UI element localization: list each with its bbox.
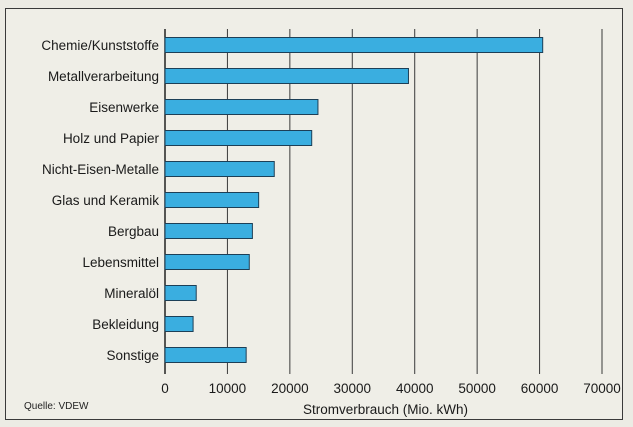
category-label: Nicht-Eisen-Metalle (42, 162, 159, 177)
x-tick-label: 10000 (209, 381, 247, 396)
category-label: Sonstige (106, 348, 159, 363)
source-note: Quelle: VDEW (24, 401, 89, 412)
x-tick-label: 20000 (271, 381, 309, 396)
category-label: Chemie/Kunststoffe (41, 38, 159, 53)
bar-glas-und-keramik (164, 192, 260, 208)
x-tick-label: 50000 (458, 381, 496, 396)
category-label: Metallverarbeitung (48, 69, 159, 84)
bar-bekleidung (164, 316, 194, 332)
bar-sonstige (164, 347, 247, 363)
x-axis-title: Stromverbrauch (Mio. kWh) (303, 402, 468, 417)
chart-figure: Chemie/Kunststoffe Metallverarbeitung Eise… (5, 8, 623, 420)
x-tick-labels: 0 10000 20000 30000 40000 50000 60000 70000 (161, 381, 621, 396)
category-label: Mineralöl (104, 286, 159, 301)
category-label: Eisenwerke (89, 100, 159, 115)
x-tick-label: 0 (161, 381, 169, 396)
bar-chart: Chemie/Kunststoffe Metallverarbeitung Eise… (41, 29, 621, 417)
bar-metallverarbeitung (164, 68, 409, 84)
category-label: Bergbau (108, 224, 159, 239)
x-tick-label: 70000 (583, 381, 621, 396)
x-tick-label: 60000 (521, 381, 559, 396)
x-tick-label: 40000 (396, 381, 434, 396)
bar-lebensmittel (164, 254, 250, 270)
category-label: Lebensmittel (82, 255, 159, 270)
bar-eisenwerke (164, 99, 319, 115)
bar-holz-und-papier (164, 130, 313, 146)
category-labels: Chemie/Kunststoffe Metallverarbeitung Eise… (41, 38, 159, 363)
bar-chemie-kunststoffe (164, 37, 544, 53)
category-label: Holz und Papier (63, 131, 160, 146)
bar-mineral-l (164, 285, 197, 301)
bar-nicht-eisen-metalle (164, 161, 275, 177)
x-tick-label: 30000 (334, 381, 372, 396)
category-label: Bekleidung (92, 317, 159, 332)
bars (164, 37, 544, 363)
bar-bergbau (164, 223, 253, 239)
category-label: Glas und Keramik (52, 193, 160, 208)
